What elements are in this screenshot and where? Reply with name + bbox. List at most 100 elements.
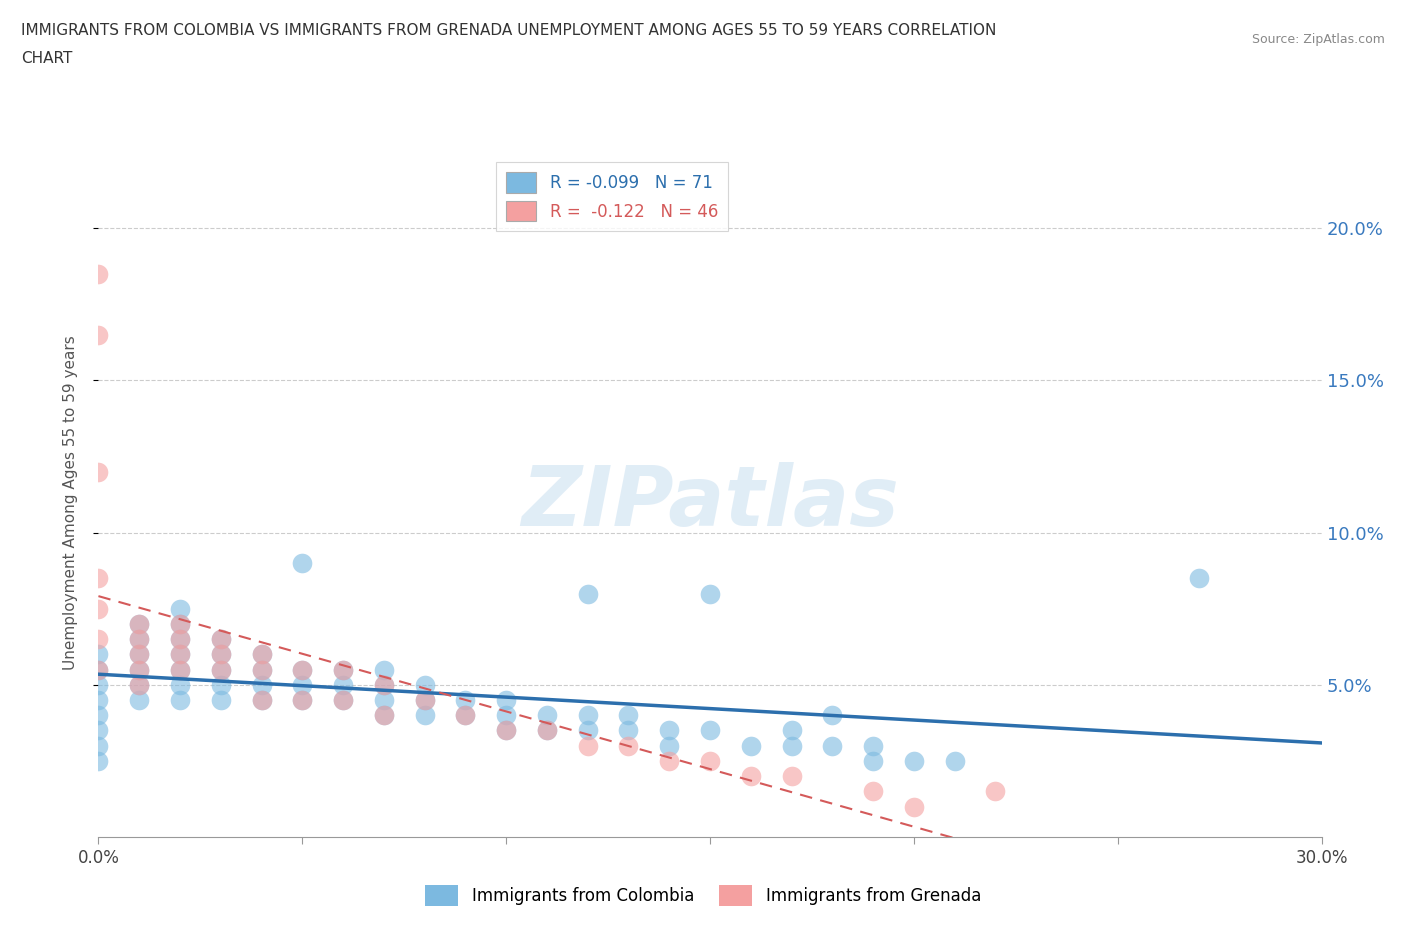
Point [862, 784, 884, 799]
Point [209, 631, 232, 646]
Legend: Immigrants from Colombia, Immigrants from Grenada: Immigrants from Colombia, Immigrants fro… [419, 879, 987, 912]
Point [617, 723, 640, 737]
Point [87, 708, 110, 723]
Point [943, 753, 966, 768]
Point [576, 708, 599, 723]
Y-axis label: Unemployment Among Ages 55 to 59 years: Unemployment Among Ages 55 to 59 years [63, 335, 77, 670]
Point [128, 677, 150, 692]
Point [740, 738, 762, 753]
Point [87, 693, 110, 708]
Point [576, 586, 599, 601]
Point [821, 738, 844, 753]
Point [699, 753, 721, 768]
Point [740, 769, 762, 784]
Point [87, 602, 110, 617]
Point [413, 708, 436, 723]
Point [332, 693, 354, 708]
Text: Source: ZipAtlas.com: Source: ZipAtlas.com [1251, 33, 1385, 46]
Point [373, 677, 395, 692]
Point [617, 708, 640, 723]
Point [332, 677, 354, 692]
Point [413, 693, 436, 708]
Point [495, 693, 517, 708]
Point [984, 784, 1007, 799]
Point [87, 327, 110, 342]
Point [291, 693, 314, 708]
Point [250, 647, 273, 662]
Point [128, 662, 150, 677]
Point [699, 586, 721, 601]
Point [291, 555, 314, 570]
Point [291, 662, 314, 677]
Point [536, 708, 558, 723]
Point [87, 662, 110, 677]
Point [454, 708, 477, 723]
Point [250, 677, 273, 692]
Point [128, 617, 150, 631]
Point [87, 677, 110, 692]
Point [250, 647, 273, 662]
Point [87, 571, 110, 586]
Point [87, 631, 110, 646]
Point [576, 738, 599, 753]
Point [536, 723, 558, 737]
Point [454, 708, 477, 723]
Point [209, 631, 232, 646]
Point [209, 647, 232, 662]
Point [250, 693, 273, 708]
Point [128, 631, 150, 646]
Point [87, 738, 110, 753]
Point [862, 753, 884, 768]
Legend: R = -0.099   N = 71, R =  -0.122   N = 46: R = -0.099 N = 71, R = -0.122 N = 46 [496, 163, 728, 232]
Point [658, 723, 681, 737]
Point [373, 708, 395, 723]
Point [780, 723, 803, 737]
Point [169, 693, 191, 708]
Point [454, 693, 477, 708]
Point [495, 723, 517, 737]
Point [291, 693, 314, 708]
Point [373, 708, 395, 723]
Point [128, 693, 150, 708]
Point [291, 662, 314, 677]
Point [780, 769, 803, 784]
Point [332, 693, 354, 708]
Point [903, 753, 925, 768]
Point [87, 662, 110, 677]
Point [373, 677, 395, 692]
Point [576, 723, 599, 737]
Point [87, 267, 110, 282]
Point [87, 723, 110, 737]
Point [250, 662, 273, 677]
Point [128, 647, 150, 662]
Point [903, 799, 925, 814]
Point [373, 693, 395, 708]
Point [209, 662, 232, 677]
Point [128, 631, 150, 646]
Point [87, 753, 110, 768]
Point [169, 617, 191, 631]
Point [128, 647, 150, 662]
Point [209, 693, 232, 708]
Point [169, 662, 191, 677]
Point [495, 723, 517, 737]
Point [169, 631, 191, 646]
Point [332, 662, 354, 677]
Point [536, 723, 558, 737]
Point [250, 693, 273, 708]
Point [250, 662, 273, 677]
Point [87, 464, 110, 479]
Point [169, 647, 191, 662]
Point [699, 723, 721, 737]
Point [821, 708, 844, 723]
Text: CHART: CHART [21, 51, 73, 66]
Point [128, 677, 150, 692]
Point [169, 602, 191, 617]
Point [209, 677, 232, 692]
Text: IMMIGRANTS FROM COLOMBIA VS IMMIGRANTS FROM GRENADA UNEMPLOYMENT AMONG AGES 55 T: IMMIGRANTS FROM COLOMBIA VS IMMIGRANTS F… [21, 23, 997, 38]
Point [291, 677, 314, 692]
Point [128, 662, 150, 677]
Point [862, 738, 884, 753]
Point [87, 647, 110, 662]
Point [169, 677, 191, 692]
